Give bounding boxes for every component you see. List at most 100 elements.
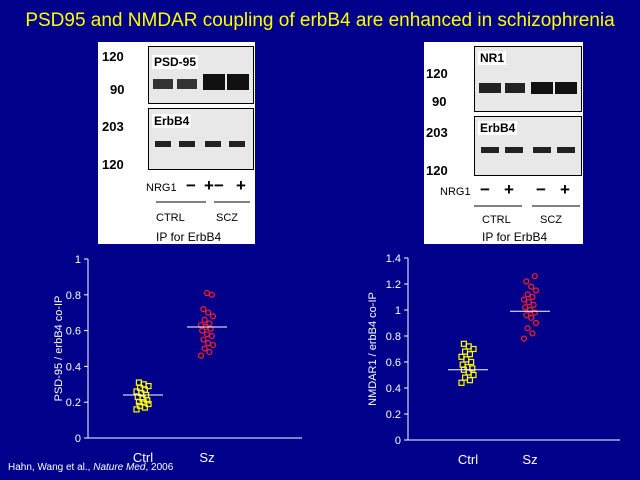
x-category-label: Ctrl	[133, 450, 153, 465]
nrg1-label: NRG1	[146, 182, 177, 194]
x-category-label: Sz	[199, 450, 214, 465]
group-brackets	[156, 201, 250, 203]
marker-90: 90	[110, 82, 125, 97]
erbb4-band-label: ErbB4	[478, 121, 518, 135]
data-point-ctrl	[133, 388, 140, 395]
marker-90: 90	[432, 94, 447, 109]
y-tick-label: 0.8	[386, 331, 401, 343]
marker-120: 120	[426, 66, 448, 81]
sign-ctrl-minus: −	[186, 176, 196, 195]
group-scz: SCZ	[540, 214, 562, 226]
data-point-ctrl	[462, 348, 469, 355]
psd95-blot-panel: PSD-95	[148, 46, 254, 104]
nrg1-label: NRG1	[440, 186, 471, 198]
data-point-sz	[530, 301, 537, 308]
sign-scz-plus: +	[560, 180, 570, 199]
data-point-sz	[520, 296, 528, 303]
citation-year: , 2006	[145, 462, 174, 473]
sign-ctrl-minus: −	[480, 180, 490, 199]
erbb4-bands	[155, 141, 245, 147]
sign-ctrl-plus: +	[204, 176, 214, 195]
data-point-sz	[528, 314, 535, 321]
data-point-ctrl	[137, 402, 144, 409]
data-point-sz	[528, 283, 535, 290]
data-point-sz	[206, 348, 213, 356]
y-tick-label: 0.2	[66, 397, 81, 409]
group-ctrl: CTRL	[156, 212, 185, 224]
data-point-sz	[520, 335, 528, 342]
data-point-sz	[203, 289, 211, 297]
blot-right: 120 90 203 120 NR1 ErbB4 NRG1 − + − + CT…	[424, 42, 583, 244]
data-point-sz	[525, 299, 532, 306]
erbb4-blot-panel-right: ErbB4	[474, 116, 582, 176]
data-point-sz	[209, 313, 217, 320]
data-point-sz	[200, 306, 207, 313]
y-tick-label: 1.4	[386, 253, 401, 265]
y-axis-label: NMDAR1 / erbB4 co-IP	[367, 292, 379, 406]
erbb4-band-label: ErbB4	[152, 114, 192, 128]
ip-label: IP for ErbB4	[482, 230, 548, 244]
sign-scz-minus: −	[536, 180, 546, 199]
data-point-sz	[203, 331, 211, 338]
data-point-ctrl	[459, 361, 466, 368]
y-tick-label: 0.4	[386, 383, 401, 395]
data-point-sz	[529, 330, 536, 337]
data-point-ctrl	[460, 340, 467, 347]
marker-203: 203	[426, 125, 448, 140]
data-point-sz	[524, 291, 531, 298]
x-category-label: Ctrl	[458, 452, 478, 467]
y-tick-label: 1	[75, 254, 81, 266]
citation: Hahn, Wang et al., Nature Med, 2006	[8, 462, 173, 473]
slide-title: PSD95 and NMDAR coupling of erbB4 are en…	[25, 10, 615, 31]
data-point-ctrl	[133, 406, 140, 413]
data-point-sz	[526, 306, 534, 314]
x-category-label: Sz	[522, 452, 537, 467]
y-tick-label: 1	[395, 305, 401, 317]
data-point-sz	[201, 316, 208, 323]
ip-label: IP for ErbB4	[156, 230, 222, 244]
sign-ctrl-plus: +	[504, 180, 514, 199]
psd95-band-label: PSD-95	[152, 55, 199, 69]
erbb4-bands	[481, 147, 575, 153]
y-tick-label: 0.6	[386, 357, 401, 369]
data-point-sz	[532, 319, 540, 327]
data-point-sz	[523, 278, 530, 285]
data-point-sz	[523, 312, 530, 319]
data-point-sz	[522, 304, 529, 311]
data-point-sz	[199, 327, 206, 334]
nr1-bands	[479, 82, 577, 94]
nr1-band-label: NR1	[478, 51, 507, 65]
y-tick-label: 0.4	[66, 361, 81, 373]
data-point-sz	[197, 352, 205, 359]
marker-120: 120	[102, 157, 124, 172]
y-tick-label: 0	[395, 435, 401, 447]
group-ctrl: CTRL	[482, 214, 511, 226]
data-point-sz	[205, 309, 212, 316]
data-point-sz	[200, 336, 207, 343]
y-tick-label: 1.2	[386, 279, 401, 291]
data-point-ctrl	[458, 353, 465, 360]
group-brackets	[474, 205, 580, 207]
data-point-ctrl	[135, 379, 142, 386]
citation-authors: Hahn, Wang et al.,	[8, 462, 94, 473]
data-point-sz	[529, 293, 536, 301]
data-point-ctrl	[458, 379, 465, 386]
data-point-sz	[206, 320, 213, 327]
y-tick-label: 0.8	[66, 290, 81, 302]
blot-left: 120 90 203 120 PSD-95 ErbB4 NRG1 − + − +…	[98, 42, 255, 244]
marker-203: 203	[102, 119, 124, 134]
data-point-sz	[532, 287, 540, 294]
y-tick-label: 0.2	[386, 409, 401, 421]
sign-scz-minus: −	[214, 176, 224, 195]
data-point-ctrl	[462, 374, 469, 381]
erbb4-blot-panel-left: ErbB4	[148, 108, 254, 170]
citation-journal: Nature Med	[93, 462, 146, 473]
data-point-sz	[205, 340, 212, 347]
psd95-bands	[153, 74, 249, 90]
data-point-sz	[531, 273, 538, 280]
data-point-sz	[531, 309, 538, 316]
nr1-blot-panel: NR1	[474, 46, 582, 112]
marker-120: 120	[426, 163, 448, 178]
